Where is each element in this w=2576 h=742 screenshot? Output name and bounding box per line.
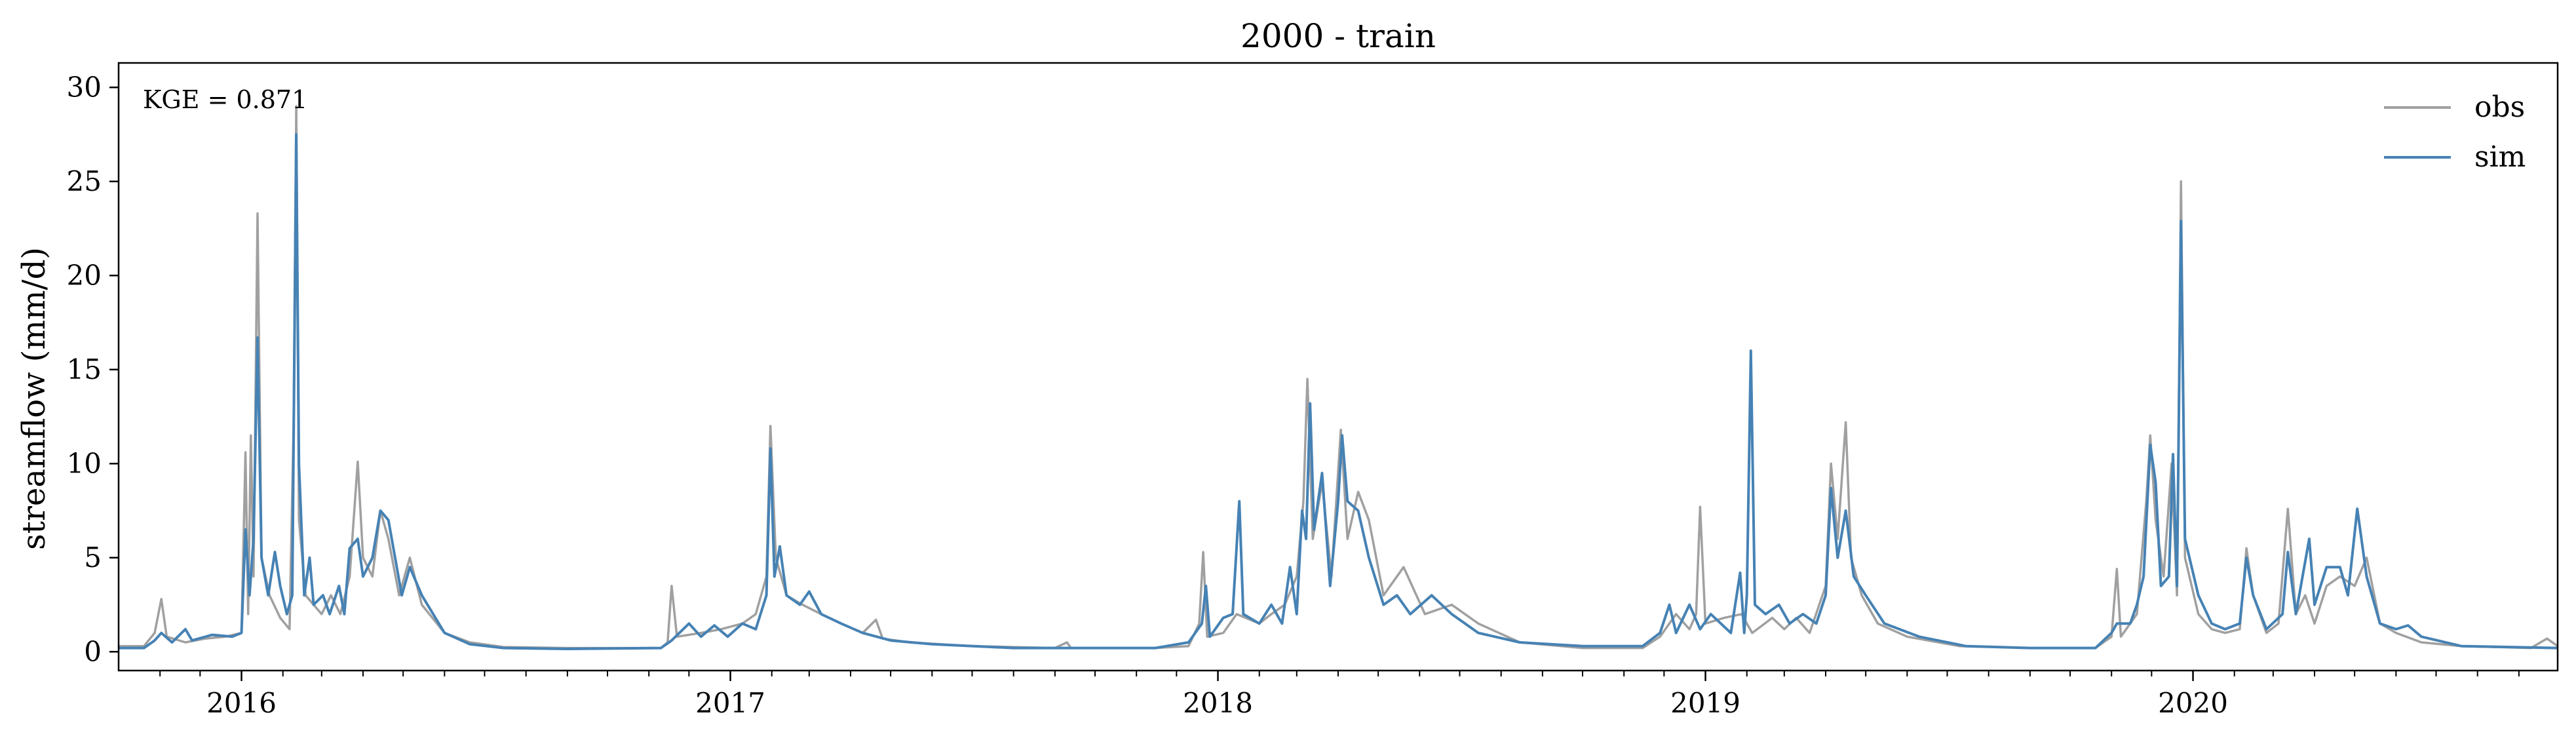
legend: obs sim bbox=[2384, 90, 2526, 174]
x-tick-label: 2018 bbox=[1183, 687, 1253, 719]
axes-frame bbox=[117, 62, 2559, 672]
series-layer bbox=[119, 105, 2559, 650]
x-tick-label: 2019 bbox=[1670, 687, 1740, 719]
y-tick-label: 5 bbox=[84, 541, 102, 574]
x-tick-label: 2017 bbox=[695, 687, 765, 719]
legend-obs-label: obs bbox=[2474, 90, 2525, 124]
series-line-sim bbox=[119, 133, 2558, 650]
y-tick-label: 15 bbox=[67, 353, 102, 385]
axes-layer: 0 5 10 15 20 25 30 2016 2017 2018 2019 2020 bbox=[67, 71, 2520, 719]
kge-annotation: KGE = 0.871 bbox=[143, 85, 307, 114]
y-tick-label: 20 bbox=[67, 259, 102, 291]
chart-title: 2000 - train bbox=[1240, 17, 1436, 55]
x-tick-label: 2020 bbox=[2158, 687, 2228, 719]
y-tick-label: 10 bbox=[67, 447, 102, 479]
x-tick-label: 2016 bbox=[206, 687, 277, 719]
legend-sim-label: sim bbox=[2474, 140, 2526, 174]
y-tick-label: 30 bbox=[67, 71, 102, 103]
y-tick-label: 0 bbox=[84, 635, 102, 667]
y-axis-label: streamflow (mm/d) bbox=[16, 247, 52, 550]
y-tick-label: 25 bbox=[67, 165, 102, 197]
